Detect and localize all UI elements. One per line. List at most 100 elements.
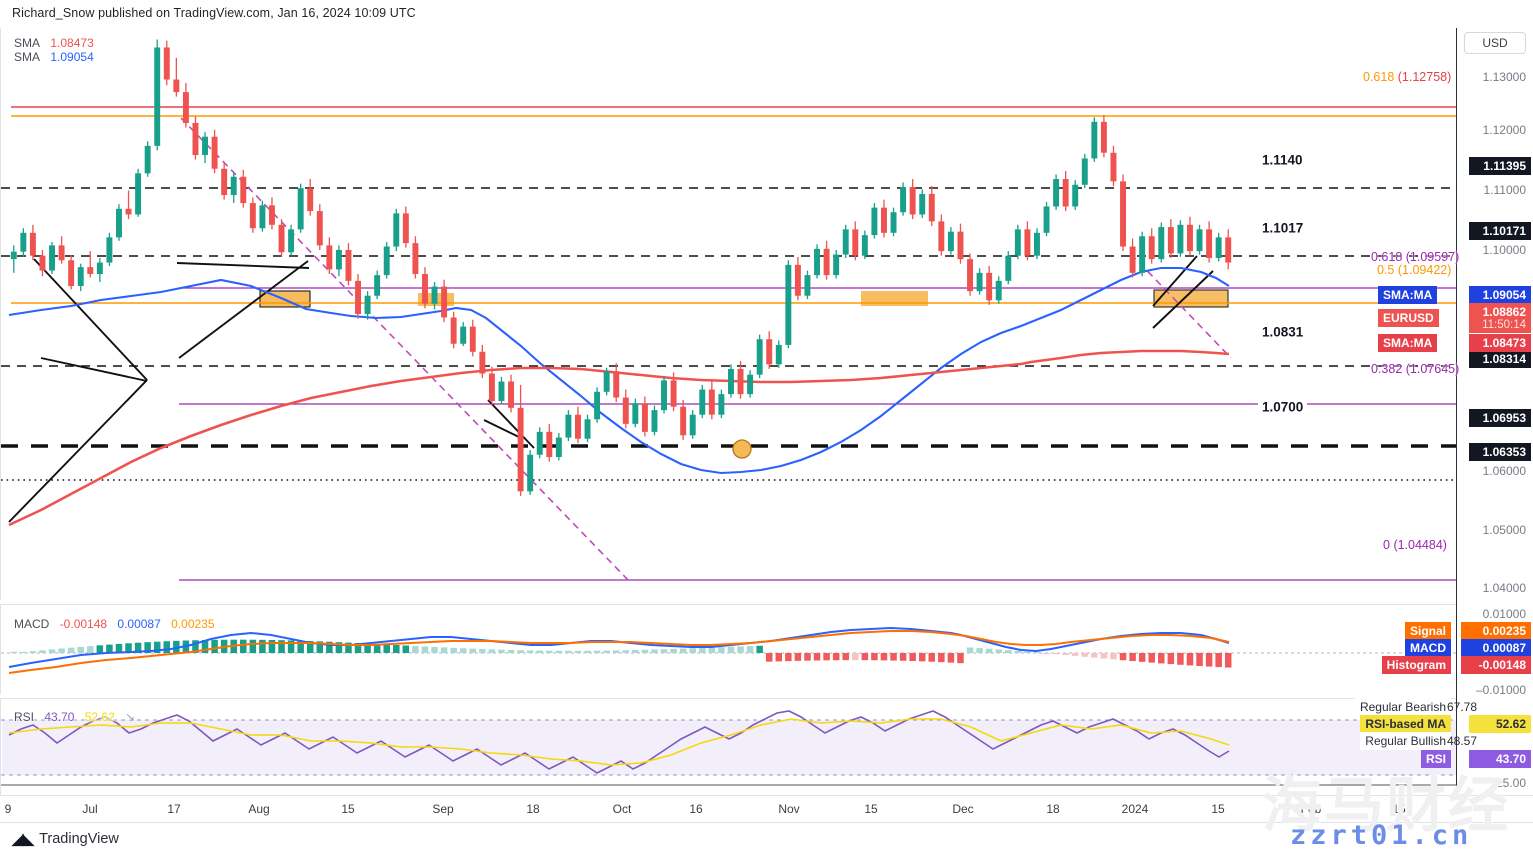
fibonacci-level-label: 0.618 (1.09597) bbox=[1371, 250, 1460, 264]
time-tick: Jul bbox=[82, 802, 98, 816]
fibonacci-level-label: 0.618 (1.12758) bbox=[1363, 70, 1452, 84]
rsi-zone-band bbox=[2, 720, 1456, 775]
tradingview-logo-mark: ◢◣ bbox=[12, 831, 34, 848]
time-tick: 15 bbox=[341, 802, 355, 816]
rsi-pane-legend: RSI 43.70 52.62 ↘ bbox=[14, 710, 149, 724]
rsi-label: RSI bbox=[14, 710, 35, 724]
series-tag[interactable]: EURUSD bbox=[1378, 309, 1439, 327]
currency-selector[interactable]: USD bbox=[1464, 32, 1526, 54]
macd-series-tag[interactable]: MACD bbox=[1405, 639, 1451, 657]
rsi-series-tag[interactable]: Regular Bullish bbox=[1360, 732, 1451, 750]
macd-tick: 0.01000 bbox=[1482, 607, 1526, 621]
time-tick: 2024 bbox=[1121, 802, 1149, 816]
price-marker-badge[interactable]: 1.06353 bbox=[1469, 443, 1531, 461]
rsi-value-badge[interactable]: 48.57 bbox=[1447, 734, 1478, 748]
time-tick: 9 bbox=[4, 802, 12, 816]
price-tick: 1.04000 bbox=[1482, 581, 1526, 595]
rsi-value-badge[interactable]: 67.78 bbox=[1447, 700, 1478, 714]
sma-slow-value: 1.09054 bbox=[50, 50, 94, 64]
series-tag[interactable]: SMA:MA bbox=[1378, 286, 1438, 304]
time-tick: Sep bbox=[432, 802, 454, 816]
time-tick: Feb bbox=[1300, 802, 1322, 816]
sma-slow-line bbox=[8, 266, 1230, 475]
time-tick: 15 bbox=[1211, 802, 1225, 816]
key-level-label: 1.1140 bbox=[1258, 152, 1307, 168]
price-tick: 1.06000 bbox=[1482, 464, 1526, 478]
rsi-series-tag[interactable]: RSI-based MA bbox=[1360, 715, 1451, 733]
price-tick: 1.05000 bbox=[1482, 523, 1526, 537]
publication-line: Richard_Snow published on TradingView.co… bbox=[12, 6, 416, 20]
macd-pane[interactable] bbox=[0, 604, 1457, 694]
key-level-label: 1.0700 bbox=[1258, 399, 1308, 415]
candlestick-series bbox=[10, 39, 1232, 496]
time-tick: Aug bbox=[248, 802, 270, 816]
macd-series-tag[interactable]: Signal bbox=[1404, 622, 1451, 640]
macd-tick: –0.01000 bbox=[1475, 683, 1526, 697]
price-marker-badge[interactable]: 1.06953 bbox=[1469, 409, 1531, 427]
watermark-url: zzrt01.cn bbox=[1290, 820, 1473, 851]
key-level-label: 1.1017 bbox=[1258, 220, 1308, 236]
price-pane-legend: SMA 1.08473 SMA 1.09054 bbox=[14, 36, 101, 64]
tradingview-logo-text: TradingView bbox=[39, 831, 119, 847]
rsi-ma-line bbox=[8, 718, 1230, 766]
rsi-series-tag[interactable]: RSI bbox=[1420, 750, 1451, 768]
macd-line bbox=[8, 626, 1230, 668]
price-tick: 1.12000 bbox=[1482, 123, 1526, 137]
macd-chart-svg bbox=[1, 626, 1457, 674]
quote-badge[interactable]: 1.08862 11:50:14 bbox=[1469, 303, 1531, 333]
rsi-value-badge[interactable]: 43.70 bbox=[1469, 750, 1531, 768]
macd-label: MACD bbox=[14, 617, 50, 631]
tradingview-logo: ◢◣ TradingView bbox=[12, 830, 119, 848]
price-tick: 1.10000 bbox=[1482, 243, 1526, 257]
key-level-lines bbox=[1, 187, 1457, 481]
time-tick: 18 bbox=[526, 802, 540, 816]
macd-value: 0.00087 bbox=[117, 617, 161, 631]
price-tick: 1.11000 bbox=[1483, 183, 1527, 197]
series-tag[interactable]: SMA:MA bbox=[1378, 334, 1438, 352]
time-tick: Oct bbox=[612, 802, 632, 816]
trendline-drawings bbox=[8, 255, 1214, 523]
macd-value-badge[interactable]: 0.00087 bbox=[1461, 639, 1531, 657]
price-marker-badge[interactable]: 1.10171 bbox=[1469, 222, 1531, 240]
time-tick: Dec bbox=[952, 802, 974, 816]
key-level-label: 1.0831 bbox=[1258, 324, 1308, 340]
macd-signal-value: 0.00235 bbox=[171, 617, 215, 631]
time-axis[interactable]: 9 Jul 17 Aug 15 Sep 18 Oct 16 Nov 15 Dec 18 2024 15 Feb… bbox=[0, 795, 1533, 823]
sma-slow-label: SMA bbox=[14, 50, 41, 64]
watermark-chinese: 海马财经 bbox=[1262, 771, 1510, 841]
time-tick: 18 bbox=[1046, 802, 1060, 816]
fibonacci-level-label: 0.5 (1.09422) bbox=[1377, 263, 1452, 277]
rsi-pane[interactable] bbox=[0, 698, 1457, 795]
price-pane[interactable] bbox=[0, 28, 1457, 600]
rsi-null-values: ↘ bbox=[125, 710, 143, 724]
price-tick: 1.13000 bbox=[1482, 70, 1526, 84]
rsi-value: 43.70 bbox=[44, 710, 75, 724]
time-tick: Nov bbox=[778, 802, 800, 816]
macd-signal-line bbox=[8, 630, 1230, 674]
time-tick: 15 bbox=[1392, 802, 1406, 816]
rsi-ma-value: 52.62 bbox=[84, 710, 115, 724]
macd-hist-value: -0.00148 bbox=[59, 617, 108, 631]
time-tick: 15 bbox=[864, 802, 878, 816]
rsi-series-tag[interactable]: Regular Bearish bbox=[1354, 698, 1451, 716]
macd-value-badge[interactable]: -0.00148 bbox=[1461, 656, 1531, 674]
time-tick: 17 bbox=[167, 802, 181, 816]
quote-badge[interactable]: 1.08473 bbox=[1469, 334, 1531, 352]
fibonacci-levels bbox=[11, 106, 1457, 581]
macd-value-badge[interactable]: 0.00235 bbox=[1461, 622, 1531, 640]
price-marker-badge[interactable]: 1.08314 bbox=[1469, 350, 1531, 368]
quote-badge[interactable]: 1.09054 bbox=[1469, 286, 1531, 304]
chart-point-marker bbox=[732, 439, 752, 459]
fibonacci-level-label: 0.382 (1.07645) bbox=[1371, 362, 1460, 376]
macd-series-tag[interactable]: Histogram bbox=[1381, 656, 1451, 674]
sma-fast-value: 1.08473 bbox=[50, 36, 94, 50]
rsi-value-badge[interactable]: 52.62 bbox=[1469, 715, 1531, 733]
price-chart-svg bbox=[1, 39, 1457, 582]
price-marker-badge[interactable]: 1.11395 bbox=[1469, 157, 1531, 175]
sma-fast-label: SMA bbox=[14, 36, 41, 50]
rsi-line bbox=[8, 710, 1230, 774]
macd-pane-legend: MACD -0.00148 0.00087 0.00235 bbox=[14, 617, 222, 631]
rsi-tick: 25.00 bbox=[1495, 776, 1526, 790]
time-tick: 16 bbox=[689, 802, 703, 816]
